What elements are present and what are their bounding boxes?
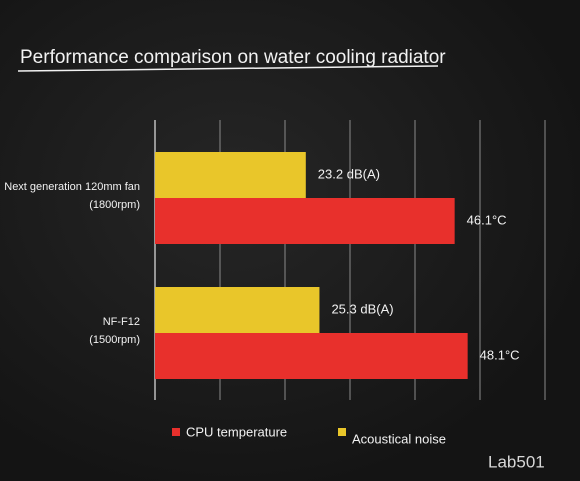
value-label: 48.1°C	[480, 347, 520, 362]
chart-title: Performance comparison on water cooling …	[20, 47, 446, 68]
legend-swatch	[338, 428, 346, 436]
value-label: 46.1°C	[467, 212, 507, 227]
bar	[155, 152, 306, 198]
bar	[155, 333, 468, 379]
value-label: 25.3 dB(A)	[331, 301, 393, 316]
value-label: 23.2 dB(A)	[318, 166, 380, 181]
category-label: NF-F12 (1500rpm)	[89, 316, 140, 346]
legend-label: Acoustical noise	[352, 431, 446, 446]
title-underline	[17, 65, 439, 72]
legend-label: CPU temperature	[186, 424, 287, 439]
category-label: Next generation 120mm fan (1800rpm)	[4, 181, 140, 211]
bar	[155, 287, 320, 333]
legend-swatch	[172, 428, 180, 436]
bar	[155, 198, 455, 244]
watermark: Lab501	[488, 452, 545, 471]
